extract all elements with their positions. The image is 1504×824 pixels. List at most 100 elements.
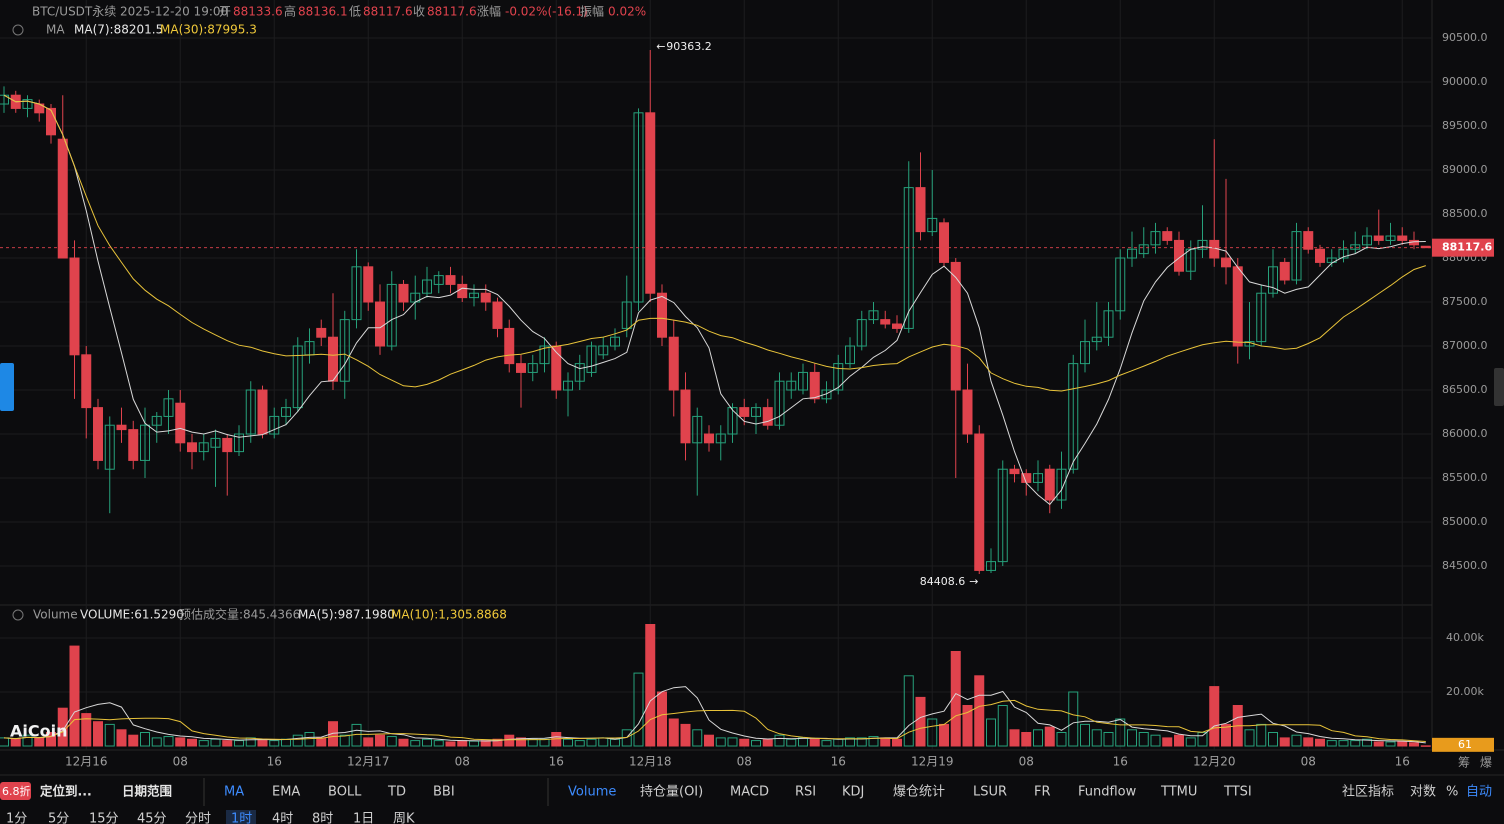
candle-body xyxy=(880,319,891,325)
x-tick-label: 08 xyxy=(173,755,188,769)
volume-bar xyxy=(1033,729,1043,747)
candle-body xyxy=(469,292,479,299)
candle-body xyxy=(1291,231,1302,281)
toolbar-item[interactable]: 1时 xyxy=(231,812,252,824)
toolbar-item[interactable]: 分时 xyxy=(185,812,211,824)
toolbar-item[interactable]: 自动 xyxy=(1466,785,1492,800)
x-tick-label: 16 xyxy=(1395,755,1410,769)
toolbar-item[interactable]: TD xyxy=(387,785,406,800)
candle-body xyxy=(187,442,197,453)
volume-bar xyxy=(433,740,444,747)
x-tick-label: 12月17 xyxy=(347,755,390,769)
volume-bar xyxy=(151,737,162,747)
toolbar-item[interactable]: 持仓量(OI) xyxy=(640,785,703,800)
ma7-line xyxy=(3,94,1426,506)
toolbar-item[interactable]: 1日 xyxy=(353,812,374,824)
toolbar-item[interactable]: Volume xyxy=(568,785,616,800)
toolbar-item[interactable]: 4时 xyxy=(272,812,293,824)
volume-bar xyxy=(1303,737,1314,747)
toolbar-item[interactable]: 爆仓统计 xyxy=(893,785,945,800)
x-tick-label: 08 xyxy=(737,755,752,769)
side-tab[interactable] xyxy=(1494,368,1504,406)
toolbar-item[interactable]: MA xyxy=(224,785,244,800)
ma7-legend: MA(7):88201.5 xyxy=(74,23,163,37)
x-tick-label: 16 xyxy=(549,755,564,769)
candle-body xyxy=(1115,257,1126,312)
volume-bar xyxy=(563,738,573,747)
volume-bar xyxy=(1291,734,1302,747)
volume-bar xyxy=(10,738,21,747)
toolbar-item[interactable]: BOLL xyxy=(328,785,362,800)
volume-bar xyxy=(762,738,773,747)
side-tab[interactable] xyxy=(0,363,14,411)
toolbar-item[interactable]: 对数 xyxy=(1410,785,1436,800)
toolbar-item[interactable]: LSUR xyxy=(973,785,1007,800)
candle-body xyxy=(222,437,233,453)
toolbar-item[interactable]: 15分 xyxy=(89,812,119,824)
volume-bar xyxy=(163,736,174,747)
vol-ma10-line xyxy=(3,699,1426,742)
volume-bar xyxy=(809,738,820,747)
toolbar-item[interactable]: 周K xyxy=(393,812,415,824)
candle-body xyxy=(563,380,573,391)
toolbar-item[interactable]: 社区指标 xyxy=(1342,784,1394,800)
side-label[interactable]: 爆 xyxy=(1480,756,1492,770)
candle-body xyxy=(845,345,855,365)
volume-bar xyxy=(727,737,738,747)
toolbar-item[interactable]: 5分 xyxy=(48,812,69,824)
y-tick-label: 40.00k xyxy=(1446,631,1484,644)
toolbar-item[interactable]: FR xyxy=(1034,785,1051,800)
candle-body xyxy=(903,187,914,329)
candle-body xyxy=(1279,261,1290,281)
volume-bar xyxy=(116,729,127,747)
candle-body xyxy=(480,292,491,303)
volume-bar xyxy=(316,737,327,747)
collapse-icon[interactable] xyxy=(12,24,24,36)
volume-bar xyxy=(0,737,9,747)
toolbar-item[interactable]: % xyxy=(1446,785,1458,800)
toolbar-item[interactable]: TTMU xyxy=(1160,785,1197,800)
candle-body xyxy=(798,371,808,391)
toolbar-item[interactable]: 日期范围 xyxy=(122,784,172,799)
volume-bar xyxy=(1279,737,1290,747)
toolbar-item[interactable]: 定位到... xyxy=(39,784,92,799)
toolbar-item[interactable]: MACD xyxy=(730,785,769,800)
toolbar-item[interactable]: 8时 xyxy=(312,812,333,824)
candle-body xyxy=(1232,266,1243,347)
toolbar-item[interactable]: Fundflow xyxy=(1078,785,1137,800)
volume-bar xyxy=(1256,723,1267,747)
x-tick-label: 16 xyxy=(831,755,846,769)
candle-body xyxy=(1138,244,1149,255)
discount[interactable]: 6.8折 xyxy=(2,784,31,798)
candle-body xyxy=(1091,336,1102,343)
toolbar-item[interactable]: 1分 xyxy=(6,812,27,824)
volume-bar xyxy=(1362,738,1372,747)
discount-badge[interactable] xyxy=(0,782,31,800)
volume-bar xyxy=(457,740,468,747)
vol-legend-name: Volume xyxy=(33,608,78,622)
toolbar-item[interactable]: EMA xyxy=(272,785,300,800)
toolbar-item[interactable]: TTSI xyxy=(1223,785,1252,800)
high-label: 高 xyxy=(284,4,296,19)
y-tick-label: 85500.0 xyxy=(1442,471,1488,484)
volume-bar xyxy=(1138,731,1149,747)
candle-body xyxy=(1350,244,1361,250)
side-label[interactable]: 筹 xyxy=(1458,756,1470,770)
toolbar-item[interactable]: 45分 xyxy=(137,812,167,824)
toolbar-item[interactable]: BBI xyxy=(433,785,455,800)
y-tick-label: 89500.0 xyxy=(1442,119,1488,132)
y-tick-label: 85000.0 xyxy=(1442,515,1488,528)
candle-body xyxy=(81,354,92,409)
x-tick-label: 12月20 xyxy=(1193,755,1236,769)
candle-body xyxy=(1362,235,1372,246)
collapse-icon[interactable] xyxy=(12,609,24,621)
y-tick-label: 86000.0 xyxy=(1442,427,1488,440)
toolbar-item[interactable]: KDJ xyxy=(842,785,864,800)
toolbar-item[interactable]: RSI xyxy=(795,785,816,800)
x-tick-label: 12月18 xyxy=(629,755,672,769)
vol-tag: 61 xyxy=(1458,738,1472,751)
close-label: 收 xyxy=(413,5,425,19)
candle-body xyxy=(1080,341,1090,365)
volume-bar xyxy=(1315,738,1325,747)
candle-body xyxy=(621,301,632,329)
